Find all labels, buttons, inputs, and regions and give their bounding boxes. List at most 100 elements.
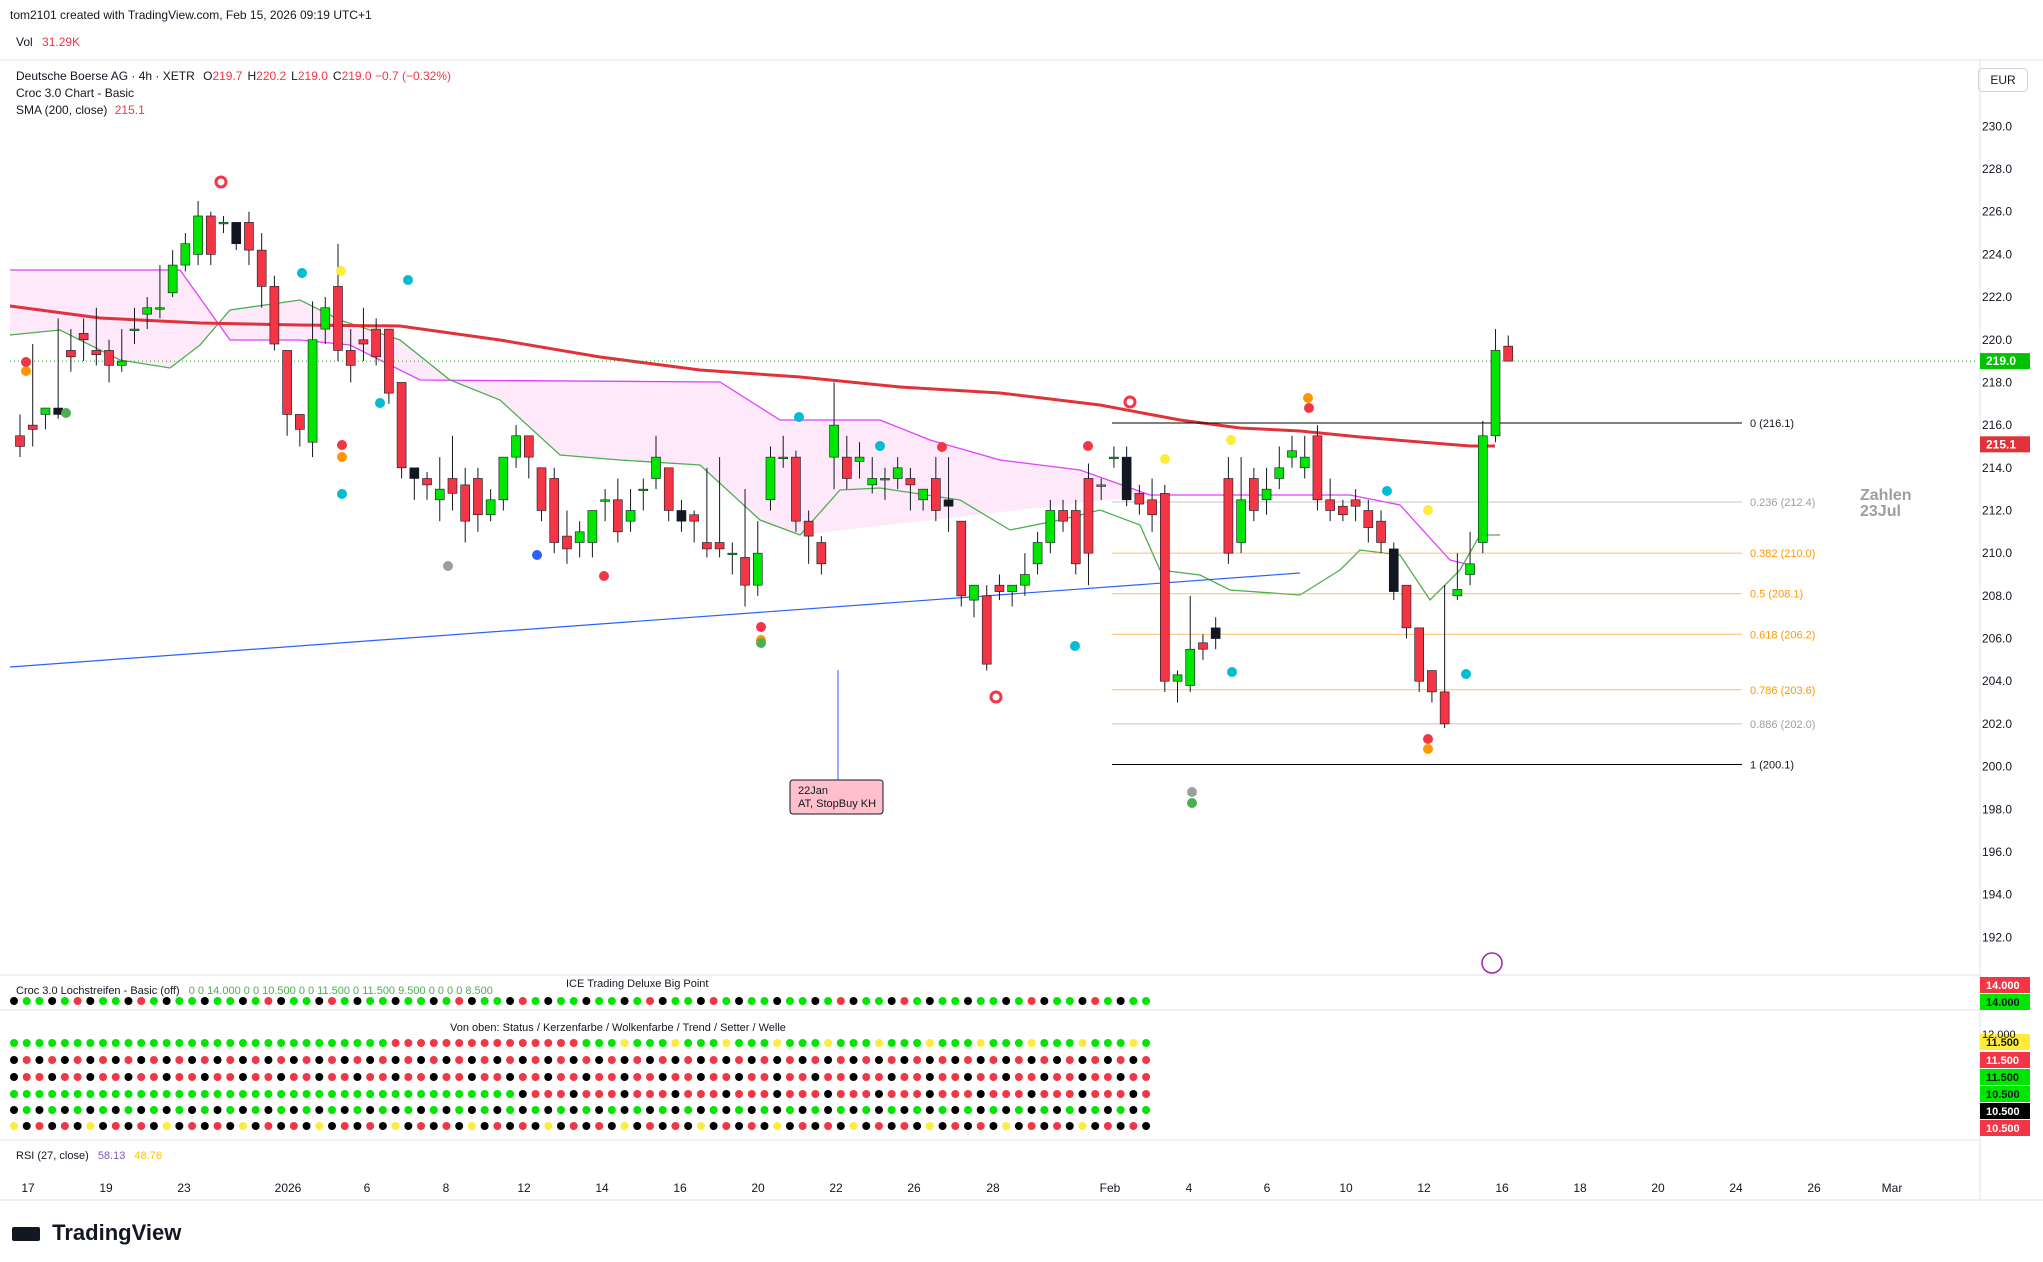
candle-down[interactable] [714,542,725,550]
candle-up[interactable] [752,552,763,586]
candle-down[interactable] [66,350,76,358]
candle-up[interactable] [511,435,521,458]
candle-down[interactable] [1401,584,1412,629]
candle-up[interactable] [434,488,445,501]
candle-down[interactable] [396,382,407,469]
candle-up[interactable] [651,456,661,479]
candle-up[interactable] [625,510,636,522]
candle-down[interactable] [1503,345,1514,362]
candle-down[interactable] [422,478,432,486]
candle-up[interactable] [587,510,598,543]
candle-down[interactable] [206,215,216,255]
candle-up[interactable] [638,488,649,491]
candle-up[interactable] [1096,484,1106,487]
candle-down[interactable] [1363,510,1374,528]
candle-down[interactable] [1350,499,1361,507]
candle-down[interactable] [1147,499,1157,516]
tradingview-logo[interactable]: TradingView [12,1220,181,1246]
candle-down[interactable] [447,478,458,494]
candle-down[interactable] [1198,642,1208,650]
candle-up[interactable] [918,488,928,501]
candle-up[interactable] [485,499,496,516]
candle-down[interactable] [841,456,852,479]
candle-up[interactable] [1020,574,1030,586]
candle-up[interactable] [574,531,585,543]
candle-down[interactable] [345,350,356,366]
candle-down[interactable] [702,542,712,550]
candle-up[interactable] [969,584,979,601]
candle-up[interactable] [727,552,738,555]
candle-down[interactable] [256,249,267,287]
candle-down[interactable] [1083,478,1094,554]
candle-up[interactable] [1172,674,1183,682]
candle-down[interactable] [523,435,534,458]
candle-down[interactable] [816,542,827,565]
candle-down[interactable] [981,595,992,665]
candle-down[interactable] [1388,548,1399,592]
candle-up[interactable] [778,456,789,459]
candle-down[interactable] [473,478,483,516]
candle-up[interactable] [116,360,127,366]
candle-down[interactable] [931,478,941,511]
candle-up[interactable] [829,424,839,458]
candle-up[interactable] [155,307,165,310]
candle-down[interactable] [1414,627,1424,682]
candle-down[interactable] [371,328,381,358]
candle-down[interactable] [460,484,471,522]
candle-up[interactable] [167,264,178,294]
candle-down[interactable] [333,286,343,351]
candle-up[interactable] [129,328,140,331]
candle-up[interactable] [307,339,318,443]
candle-down[interactable] [536,467,547,511]
lightning-icon[interactable] [1481,952,1503,974]
currency-button[interactable]: EUR [1978,68,2028,92]
indicator-croc-chart-label[interactable]: Croc 3.0 Chart - Basic [16,86,135,100]
candle-down[interactable] [282,350,292,415]
candle-up[interactable] [1007,584,1017,592]
candle-down[interactable] [1134,493,1145,505]
candle-up[interactable] [892,467,903,479]
candle-down[interactable] [1325,499,1335,511]
candle-up[interactable] [1032,542,1043,565]
candle-down[interactable] [15,435,25,447]
candle-up[interactable] [1185,648,1196,686]
annotation-box[interactable] [789,779,884,815]
candle-down[interactable] [409,467,420,479]
candle-up[interactable] [765,456,776,501]
candle-up[interactable] [498,456,509,501]
candle-down[interactable] [663,467,674,511]
candle-up[interactable] [1452,589,1463,597]
candle-down[interactable] [740,557,750,586]
candle-up[interactable] [600,499,610,502]
candle-up[interactable] [1109,456,1119,459]
candle-down[interactable] [1160,493,1170,682]
candle-down[interactable] [295,414,305,430]
candle-down[interactable] [689,514,699,522]
candle-down[interactable] [1121,456,1132,501]
candle-up[interactable] [1274,467,1285,479]
candle-up[interactable] [1287,450,1297,458]
candle-down[interactable] [562,535,572,550]
candle-down[interactable] [384,328,394,394]
rsi-legend[interactable]: RSI (27, close) 58.13 48.76 [16,1150,162,1162]
candle-down[interactable] [78,333,89,341]
candle-down[interactable] [956,520,967,597]
candle-down[interactable] [91,350,102,355]
candle-up[interactable] [1490,350,1501,437]
candle-down[interactable] [803,520,814,537]
candle-up[interactable] [867,478,878,486]
candle-up[interactable] [180,243,191,266]
candle-down[interactable] [231,222,242,245]
candle-down[interactable] [27,424,38,430]
candle-down[interactable] [1058,510,1068,522]
candle-down[interactable] [1427,670,1437,693]
croc-pane-legend[interactable]: Croc 3.0 Lochstreifen - Basic (off) 0 0 … [16,985,493,997]
candle-up[interactable] [880,478,890,481]
candle-down[interactable] [676,510,687,522]
candle-down[interactable] [549,478,560,543]
candle-down[interactable] [269,286,280,345]
candle-down[interactable] [1070,510,1081,565]
candle-up[interactable] [320,307,331,330]
candle-up[interactable] [1236,499,1246,543]
